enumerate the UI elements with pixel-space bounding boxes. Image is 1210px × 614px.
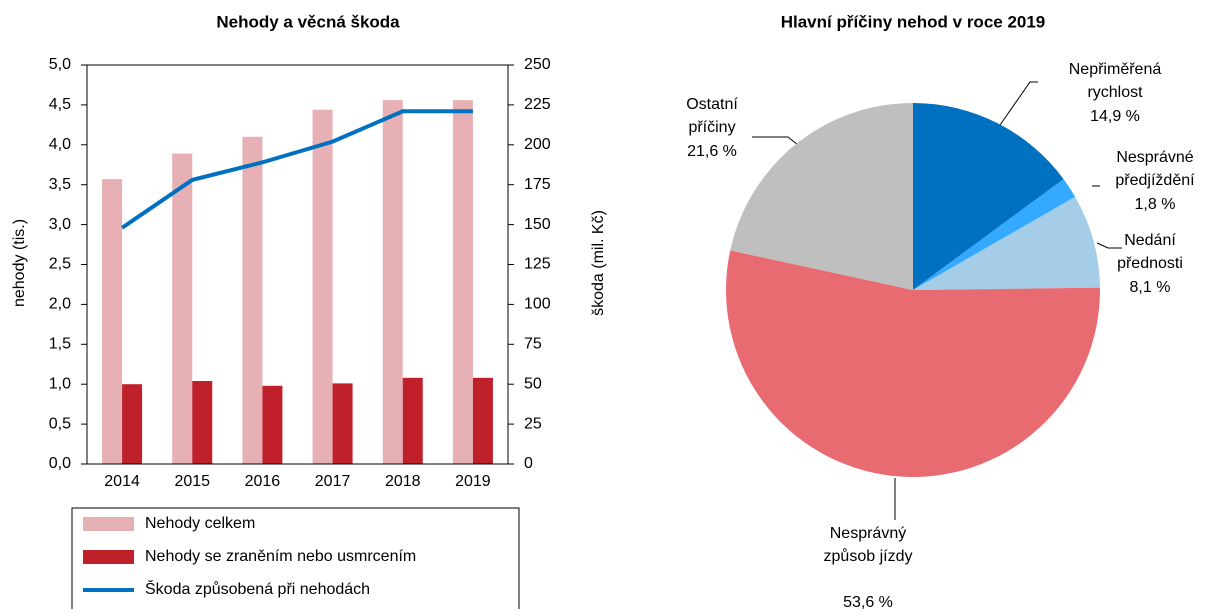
leader-line — [999, 81, 1038, 126]
pie-value-label: 14,9 % — [1090, 108, 1140, 125]
pie-value-label: 53,6 % — [843, 594, 893, 611]
bar — [402, 377, 423, 464]
plot-frame — [86, 64, 509, 465]
y-tick-label: 3,5 — [49, 176, 71, 193]
y-tick-label: 1,5 — [49, 336, 71, 353]
pie-value-label: 8,1 % — [1129, 279, 1171, 296]
y2-tick-label: 200 — [524, 136, 551, 153]
y2-tick-label: 75 — [524, 336, 542, 353]
y-tick-label: 3,0 — [49, 216, 71, 233]
leader-line — [1096, 242, 1122, 249]
pie-value-label: 21,6 % — [687, 143, 737, 160]
bar — [122, 384, 143, 464]
legend-swatch — [83, 550, 134, 564]
pie-slice — [913, 196, 1100, 290]
chart-title: Hlavní příčiny nehod v roce 2019 — [781, 12, 1046, 31]
y-axis-label: nehody (tis.) — [11, 219, 28, 307]
bar — [192, 381, 213, 464]
line-series — [120, 109, 473, 230]
y-tick-label: 2,5 — [49, 256, 71, 273]
bar — [452, 100, 473, 464]
bar — [382, 100, 403, 464]
x-tick-label: 2016 — [245, 473, 281, 490]
y2-tick-label: 250 — [524, 56, 551, 73]
legend-swatch — [83, 517, 134, 531]
y2-tick-label: 225 — [524, 96, 551, 113]
pie-slice — [913, 103, 1064, 290]
pie-value-label: 1,8 % — [1134, 196, 1176, 213]
chart-title: Nehody a věcná škoda — [216, 12, 400, 31]
pie-label: Nedání přednosti — [1117, 232, 1183, 272]
y2-tick-label: 100 — [524, 296, 551, 313]
x-tick-label: 2015 — [174, 473, 210, 490]
pie-label: Nepřiměřená rychlost — [1068, 61, 1162, 101]
y-tick-label: 0,0 — [49, 455, 71, 472]
pie-label: Ostatní příčiny — [686, 96, 738, 136]
bar — [472, 377, 493, 464]
legend-label: Nehody se zraněním nebo usmrcením — [145, 548, 416, 565]
x-tick-label: 2017 — [315, 473, 351, 490]
legend-box — [71, 507, 520, 609]
y2-tick-label: 50 — [524, 375, 542, 392]
pie-label: Nesprávný způsob jízdy — [823, 525, 913, 565]
x-tick-label: 2019 — [455, 473, 491, 490]
y2-tick-label: 125 — [524, 256, 551, 273]
y-tick-label: 4,5 — [49, 96, 71, 113]
bar — [312, 109, 333, 465]
y2-axis-label: škoda (mil. Kč) — [590, 210, 607, 316]
y-tick-label: 1,0 — [49, 375, 71, 392]
y2-tick-label: 25 — [524, 415, 542, 432]
y2-tick-label: 150 — [524, 216, 551, 233]
bar — [262, 385, 283, 464]
leader-line — [752, 136, 799, 146]
pie-slice — [726, 250, 1100, 477]
bar — [172, 153, 193, 464]
x-tick-label: 2018 — [385, 473, 421, 490]
y-tick-label: 0,5 — [49, 415, 71, 432]
y-tick-label: 2,0 — [49, 296, 71, 313]
x-tick-label: 2014 — [104, 473, 140, 490]
bar — [242, 136, 263, 464]
legend-label: Nehody celkem — [145, 515, 255, 532]
bar — [332, 383, 353, 464]
pie-label: Nesprávné předjíždění — [1115, 149, 1195, 189]
leader-lines — [752, 81, 1122, 520]
y-tick-label: 5,0 — [49, 56, 71, 73]
y2-tick-label: 175 — [524, 176, 551, 193]
pie-slice — [730, 103, 913, 290]
y2-tick-label: 0 — [524, 455, 533, 472]
legend-label: Škoda způsobená při nehodách — [145, 579, 370, 598]
pie-slice — [913, 179, 1076, 290]
bar — [102, 179, 123, 464]
y-tick-label: 4,0 — [49, 136, 71, 153]
